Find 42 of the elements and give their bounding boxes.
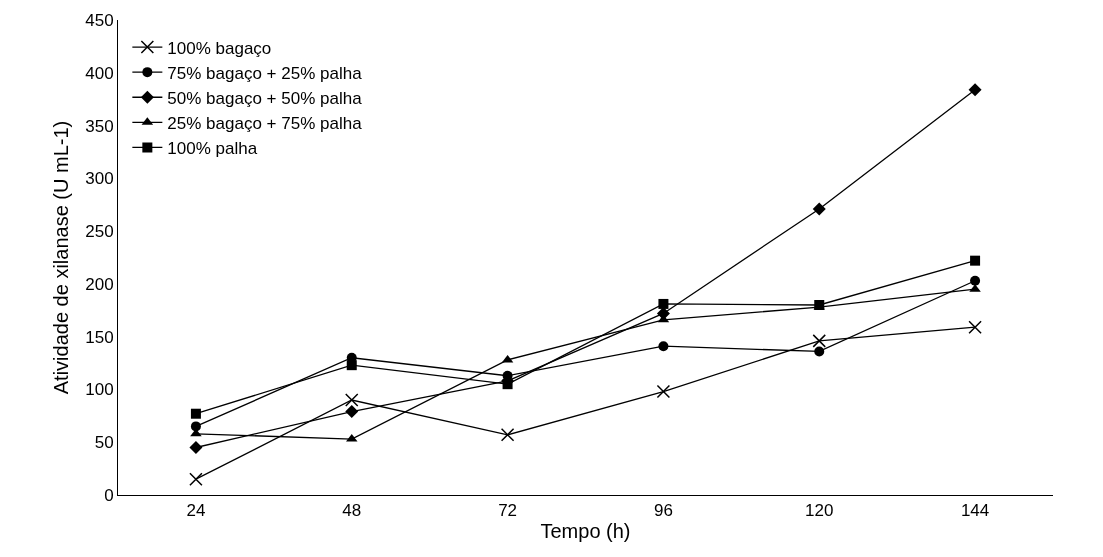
x-tick-label: 96 xyxy=(653,501,673,521)
legend-label: 25% bagaço + 75% palha xyxy=(167,113,363,133)
y-tick-label: 400 xyxy=(85,63,114,83)
point xyxy=(970,275,981,286)
point xyxy=(812,334,826,348)
point xyxy=(502,379,513,390)
point xyxy=(189,472,203,486)
x-tick-label: 72 xyxy=(498,501,518,521)
point xyxy=(500,428,515,442)
legend-label: 75% bagaço + 25% palha xyxy=(167,63,363,83)
point xyxy=(346,360,357,371)
point xyxy=(189,441,203,454)
y-tick-label: 200 xyxy=(85,274,114,294)
legend-label: 100% palha xyxy=(167,139,258,159)
y-tick-label: 100 xyxy=(85,380,114,400)
y-tick-label: 0 xyxy=(104,485,114,505)
legend-label: 50% bagaço + 50% palha xyxy=(167,88,363,108)
point xyxy=(190,421,201,432)
point xyxy=(814,346,825,357)
point xyxy=(345,405,359,419)
y-tick-label: 350 xyxy=(85,116,114,136)
point xyxy=(190,408,201,419)
point xyxy=(345,393,359,407)
y-tick-label: 450 xyxy=(85,10,114,30)
y-axis-title: Atividade de xilanase (U mL-1) xyxy=(50,120,72,395)
x-tick-label: 120 xyxy=(805,501,834,521)
x-tick-label: 24 xyxy=(186,501,206,521)
legend-label: 100% bagaço xyxy=(167,38,272,58)
y-tick-label: 300 xyxy=(85,169,114,189)
x-axis-title: Tempo (h) xyxy=(540,519,631,542)
point xyxy=(970,255,981,266)
point xyxy=(968,320,982,334)
point xyxy=(658,341,669,352)
x-tick-label: 144 xyxy=(960,501,990,521)
point xyxy=(812,202,826,216)
y-tick-label: 50 xyxy=(94,433,114,453)
point xyxy=(656,384,671,399)
point xyxy=(658,298,669,309)
y-tick-label: 150 xyxy=(85,327,114,347)
x-tick-label: 48 xyxy=(342,501,362,521)
point xyxy=(968,83,982,97)
y-tick-label: 250 xyxy=(85,222,114,242)
